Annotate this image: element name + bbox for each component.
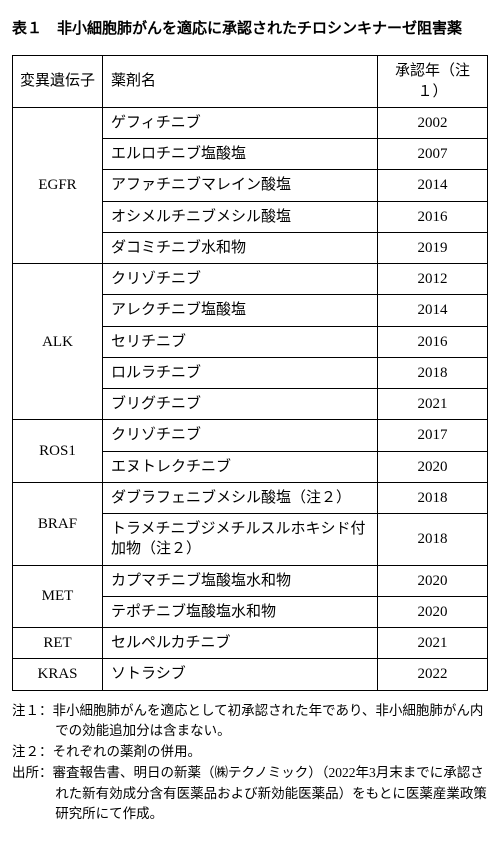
year-cell: 2007 (378, 139, 488, 170)
drug-cell: トラメチニブジメチルスルホキシド付加物（注２） (103, 514, 378, 566)
year-cell: 2012 (378, 264, 488, 295)
year-cell: 2018 (378, 514, 488, 566)
drug-cell: セルペルカチニブ (103, 628, 378, 659)
note-line: 注１：非小細胞肺がんを適応として初承認された年であり、非小細胞肺がん内での効能追… (12, 701, 488, 742)
year-cell: 2014 (378, 295, 488, 326)
gene-cell: EGFR (13, 107, 103, 263)
drug-cell: カプマチニブ塩酸塩水和物 (103, 565, 378, 596)
year-cell: 2018 (378, 482, 488, 513)
year-cell: 2020 (378, 565, 488, 596)
drug-table: 変異遺伝子 薬剤名 承認年（注１） EGFRゲフィチニブ2002エルロチニブ塩酸… (12, 55, 488, 690)
drug-cell: ソトラシブ (103, 659, 378, 690)
gene-cell: ROS1 (13, 420, 103, 483)
year-cell: 2016 (378, 326, 488, 357)
drug-cell: ダコミチニブ水和物 (103, 232, 378, 263)
gene-cell: ALK (13, 264, 103, 420)
header-year: 承認年（注１） (378, 56, 488, 108)
drug-cell: ダブラフェニブメシル酸塩（注２） (103, 482, 378, 513)
table-row: EGFRゲフィチニブ2002 (13, 107, 488, 138)
year-cell: 2022 (378, 659, 488, 690)
year-cell: 2014 (378, 170, 488, 201)
table-title: 表１ 非小細胞肺がんを適応に承認されたチロシンキナーゼ阻害薬 (12, 18, 488, 41)
year-cell: 2020 (378, 596, 488, 627)
drug-cell: ゲフィチニブ (103, 107, 378, 138)
note-line: 注２：それぞれの薬剤の併用。 (12, 742, 488, 762)
drug-cell: クリゾチニブ (103, 264, 378, 295)
year-cell: 2021 (378, 389, 488, 420)
note-line: 出所：審査報告書、明日の新薬（㈱テクノミック）（2022年3月末までに承認された… (12, 763, 488, 824)
gene-cell: BRAF (13, 482, 103, 565)
table-row: KRASソトラシブ2022 (13, 659, 488, 690)
drug-cell: アレクチニブ塩酸塩 (103, 295, 378, 326)
year-cell: 2019 (378, 232, 488, 263)
drug-cell: セリチニブ (103, 326, 378, 357)
header-drug: 薬剤名 (103, 56, 378, 108)
table-row: BRAFダブラフェニブメシル酸塩（注２）2018 (13, 482, 488, 513)
gene-cell: RET (13, 628, 103, 659)
table-row: METカプマチニブ塩酸塩水和物2020 (13, 565, 488, 596)
drug-cell: ブリグチニブ (103, 389, 378, 420)
drug-cell: アファチニブマレイン酸塩 (103, 170, 378, 201)
year-cell: 2018 (378, 357, 488, 388)
table-row: RETセルペルカチニブ2021 (13, 628, 488, 659)
header-gene: 変異遺伝子 (13, 56, 103, 108)
table-notes: 注１：非小細胞肺がんを適応として初承認された年であり、非小細胞肺がん内での効能追… (12, 701, 488, 825)
year-cell: 2002 (378, 107, 488, 138)
table-row: ROS1クリゾチニブ2017 (13, 420, 488, 451)
year-cell: 2020 (378, 451, 488, 482)
drug-cell: クリゾチニブ (103, 420, 378, 451)
gene-cell: MET (13, 565, 103, 628)
table-row: ALKクリゾチニブ2012 (13, 264, 488, 295)
year-cell: 2016 (378, 201, 488, 232)
drug-cell: エルロチニブ塩酸塩 (103, 139, 378, 170)
drug-cell: テポチニブ塩酸塩水和物 (103, 596, 378, 627)
year-cell: 2017 (378, 420, 488, 451)
drug-cell: オシメルチニブメシル酸塩 (103, 201, 378, 232)
drug-cell: ロルラチニブ (103, 357, 378, 388)
drug-cell: エヌトレクチニブ (103, 451, 378, 482)
gene-cell: KRAS (13, 659, 103, 690)
year-cell: 2021 (378, 628, 488, 659)
